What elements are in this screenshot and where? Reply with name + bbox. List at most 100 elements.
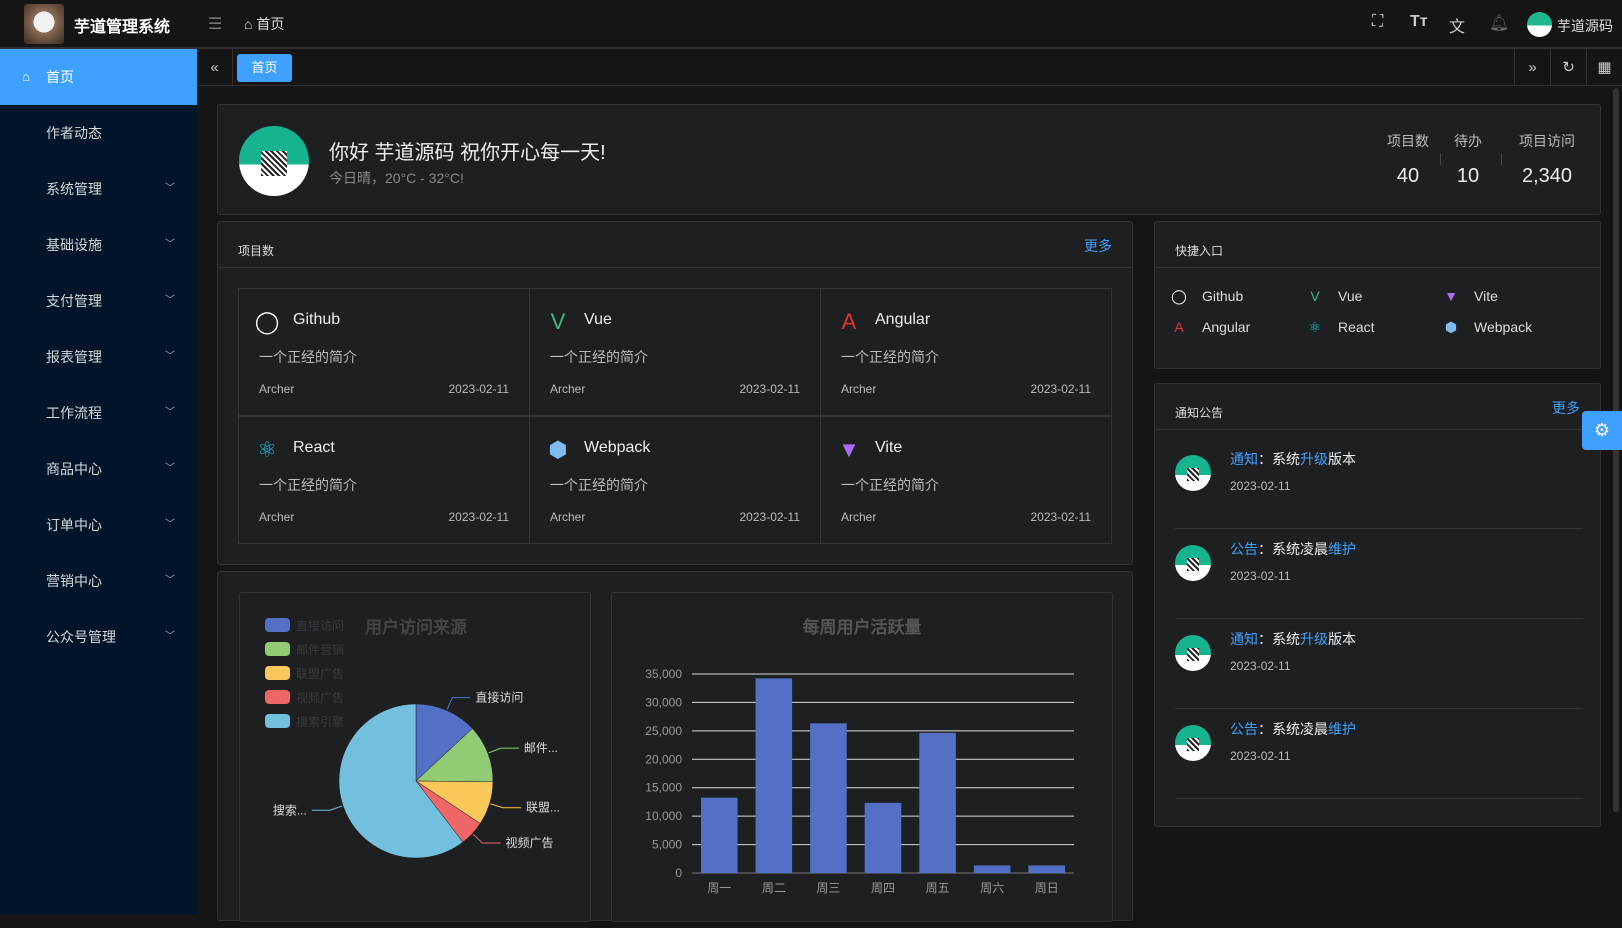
y-tick-label: 25,000: [645, 724, 682, 738]
project-card[interactable]: ▼ Vite 一个正经的简介 Archer 2023-02-11: [820, 416, 1112, 544]
projects-more-link[interactable]: 更多: [1084, 238, 1112, 254]
notice-text[interactable]: 公告：系统凌晨维护: [1230, 539, 1356, 559]
project-date: 2023-02-11: [448, 510, 510, 524]
shortcut-label: Vue: [1338, 288, 1363, 304]
project-desc: 一个正经的简介: [259, 349, 357, 365]
project-card[interactable]: ⚛ React 一个正经的简介 Archer 2023-02-11: [238, 416, 530, 544]
notice-highlight: 维护: [1328, 721, 1356, 737]
font-size-icon[interactable]: Tт: [1410, 13, 1428, 30]
notices-more-link[interactable]: 更多: [1552, 400, 1580, 416]
github-icon: ◯: [254, 309, 280, 334]
legend-swatch: [265, 642, 290, 656]
weather: 今日晴，20°C - 32°C!: [329, 170, 464, 186]
divider: [1501, 153, 1502, 165]
angular-icon: A: [1174, 319, 1184, 335]
notice-item[interactable]: 通知：系统升级版本 2023-02-11: [1175, 439, 1583, 529]
stat-visits: 项目访问 2,340: [1519, 133, 1575, 187]
sidebar-item[interactable]: 基础设施 ﹀: [0, 217, 197, 273]
notice-item[interactable]: 公告：系统凌晨维护 2023-02-11: [1175, 709, 1583, 799]
shortcut-item[interactable]: V Vue: [1306, 288, 1362, 304]
sidebar-item[interactable]: 商品中心 ﹀: [0, 441, 197, 497]
legend-swatch: [265, 666, 290, 680]
notice-item[interactable]: 公告：系统凌晨维护 2023-02-11: [1175, 529, 1583, 619]
sidebar-item[interactable]: 报表管理 ﹀: [0, 329, 197, 385]
y-tick-label: 0: [675, 866, 682, 880]
sidebar-item[interactable]: 营销中心 ﹀: [0, 553, 197, 609]
notice-text[interactable]: 公告：系统凌晨维护: [1230, 719, 1356, 739]
project-card[interactable]: V Vue 一个正经的简介 Archer 2023-02-11: [529, 288, 821, 416]
shortcut-item[interactable]: ⚛ React: [1306, 319, 1375, 336]
tabs-scroll-right-icon[interactable]: »: [1514, 49, 1550, 86]
slice-label: 邮件...: [524, 741, 558, 755]
grid-menu-icon[interactable]: ▦: [1586, 49, 1622, 86]
menu-fold-icon[interactable]: ☰: [208, 16, 223, 33]
legend-label: 联盟广告: [296, 667, 344, 681]
sidebar-item-label: 商品中心: [46, 461, 102, 477]
notice-text-part: 版本: [1328, 451, 1356, 467]
x-tick-label: 周三: [816, 881, 840, 895]
slice-label: 直接访问: [475, 690, 523, 705]
notice-text-part: ：系统凌晨: [1258, 541, 1328, 557]
user-name[interactable]: 芋道源码: [1557, 18, 1613, 34]
sidebar-item[interactable]: 作者动态: [0, 105, 197, 161]
pie-chart-panel: 用户访问来源 直接访问 邮件营销 联盟广告 视频广告 搜索引擎 直接访问 邮件... 联盟...…: [239, 592, 591, 922]
legend-label: 视频广告: [296, 690, 344, 705]
notice-item[interactable]: 通知：系统升级版本 2023-02-11: [1175, 619, 1583, 709]
notice-type: 通知: [1230, 451, 1258, 467]
welcome-avatar: [239, 126, 309, 196]
sidebar-item[interactable]: 系统管理 ﹀: [0, 161, 197, 217]
chevron-down-icon: ﹀: [165, 519, 175, 530]
pie-slice: [415, 703, 473, 782]
pie-slice: [338, 703, 464, 859]
notice-highlight: 升级: [1300, 631, 1328, 647]
tab-home[interactable]: 首页: [237, 54, 292, 82]
breadcrumb[interactable]: ⌂ 首页: [244, 14, 284, 34]
project-card[interactable]: A Angular 一个正经的简介 Archer 2023-02-11: [820, 288, 1112, 416]
shortcut-item[interactable]: ▼ Vite: [1442, 288, 1498, 304]
notice-type: 通知: [1230, 631, 1258, 647]
project-desc: 一个正经的简介: [841, 477, 939, 493]
shortcut-label: Webpack: [1474, 319, 1533, 335]
chevron-down-icon: ﹀: [165, 407, 175, 418]
user-avatar[interactable]: [1527, 12, 1552, 37]
shortcut-label: Angular: [1202, 319, 1251, 335]
scrollbar[interactable]: [1613, 88, 1619, 812]
chevron-down-icon: ﹀: [165, 575, 175, 586]
project-card[interactable]: ◯ Github 一个正经的简介 Archer 2023-02-11: [238, 288, 530, 416]
notice-text[interactable]: 通知：系统升级版本: [1230, 449, 1356, 469]
sidebar-item-label: 系统管理: [46, 181, 102, 197]
sidebar-item[interactable]: ⌂ 首页: [0, 49, 197, 105]
legend-swatch: [265, 690, 290, 704]
sidebar-item[interactable]: 公众号管理 ﹀: [0, 609, 197, 665]
top-header: 芋道管理系统 ☰ ⌂ 首页 ⛶ Tт 文 🔔︎ 芋道源码: [0, 0, 1622, 49]
pie-slice: [415, 728, 494, 783]
logo[interactable]: [24, 4, 64, 44]
notice-date: 2023-02-11: [1230, 569, 1291, 583]
shortcut-label: Vite: [1474, 288, 1498, 304]
sidebar-item[interactable]: 工作流程 ﹀: [0, 385, 197, 441]
app-title: 芋道管理系统: [74, 19, 171, 36]
shortcut-item[interactable]: ⬢ Webpack: [1442, 319, 1532, 336]
vite-icon: ▼: [838, 437, 860, 462]
sidebar-item[interactable]: 支付管理 ﹀: [0, 273, 197, 329]
breadcrumb-home[interactable]: 首页: [256, 16, 285, 32]
shortcut-item[interactable]: ◯ Github: [1170, 288, 1243, 305]
shortcut-item[interactable]: A Angular: [1170, 319, 1250, 335]
x-tick-label: 周四: [871, 881, 895, 895]
shortcuts-title: 快捷入口: [1175, 244, 1224, 258]
translate-icon[interactable]: 文: [1449, 19, 1466, 36]
sidebar-item-label: 公众号管理: [46, 629, 116, 645]
bell-icon[interactable]: 🔔︎: [1489, 15, 1510, 32]
project-card[interactable]: ⬢ Webpack 一个正经的简介 Archer 2023-02-11: [529, 416, 821, 544]
notices-card: 通知公告 更多 通知：系统升级版本 2023-02-11 公告：系统凌晨维护 2…: [1154, 383, 1601, 827]
sidebar-item[interactable]: 订单中心 ﹀: [0, 497, 197, 553]
notice-avatar: [1175, 455, 1211, 491]
notice-text[interactable]: 通知：系统升级版本: [1230, 629, 1356, 649]
settings-gear-icon[interactable]: ⚙: [1582, 411, 1622, 450]
notice-avatar: [1175, 545, 1211, 581]
tabs-scroll-left-icon[interactable]: «: [197, 49, 233, 86]
refresh-icon[interactable]: ↻: [1550, 49, 1586, 86]
fullscreen-icon[interactable]: ⛶: [1372, 13, 1384, 30]
project-author: Archer: [259, 510, 295, 524]
notice-text-part: 版本: [1328, 631, 1356, 647]
